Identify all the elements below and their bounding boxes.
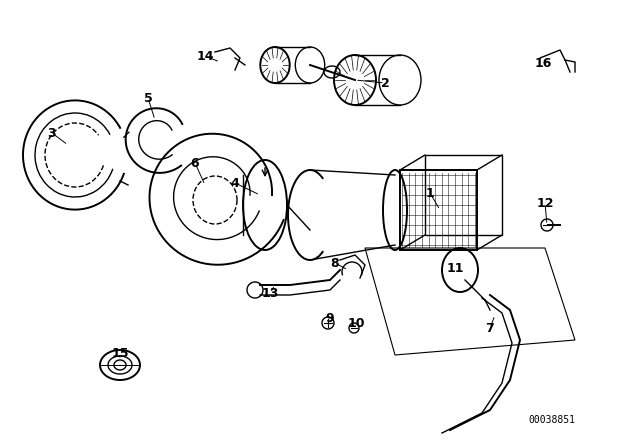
Text: 14: 14 bbox=[196, 49, 214, 63]
Text: 6: 6 bbox=[191, 156, 199, 169]
Text: 16: 16 bbox=[534, 56, 552, 69]
Text: 12: 12 bbox=[536, 197, 554, 210]
Text: 8: 8 bbox=[331, 257, 339, 270]
Text: 9: 9 bbox=[326, 311, 334, 324]
Text: 7: 7 bbox=[486, 322, 494, 335]
Text: 3: 3 bbox=[48, 126, 56, 139]
Text: 2: 2 bbox=[381, 77, 389, 90]
Text: 10: 10 bbox=[348, 316, 365, 329]
Text: 5: 5 bbox=[143, 91, 152, 104]
Text: 15: 15 bbox=[111, 346, 129, 359]
Text: 13: 13 bbox=[261, 287, 278, 300]
Text: 1: 1 bbox=[426, 186, 435, 199]
Text: 4: 4 bbox=[230, 177, 239, 190]
Text: 00038851: 00038851 bbox=[528, 415, 575, 425]
Text: 11: 11 bbox=[446, 262, 464, 275]
